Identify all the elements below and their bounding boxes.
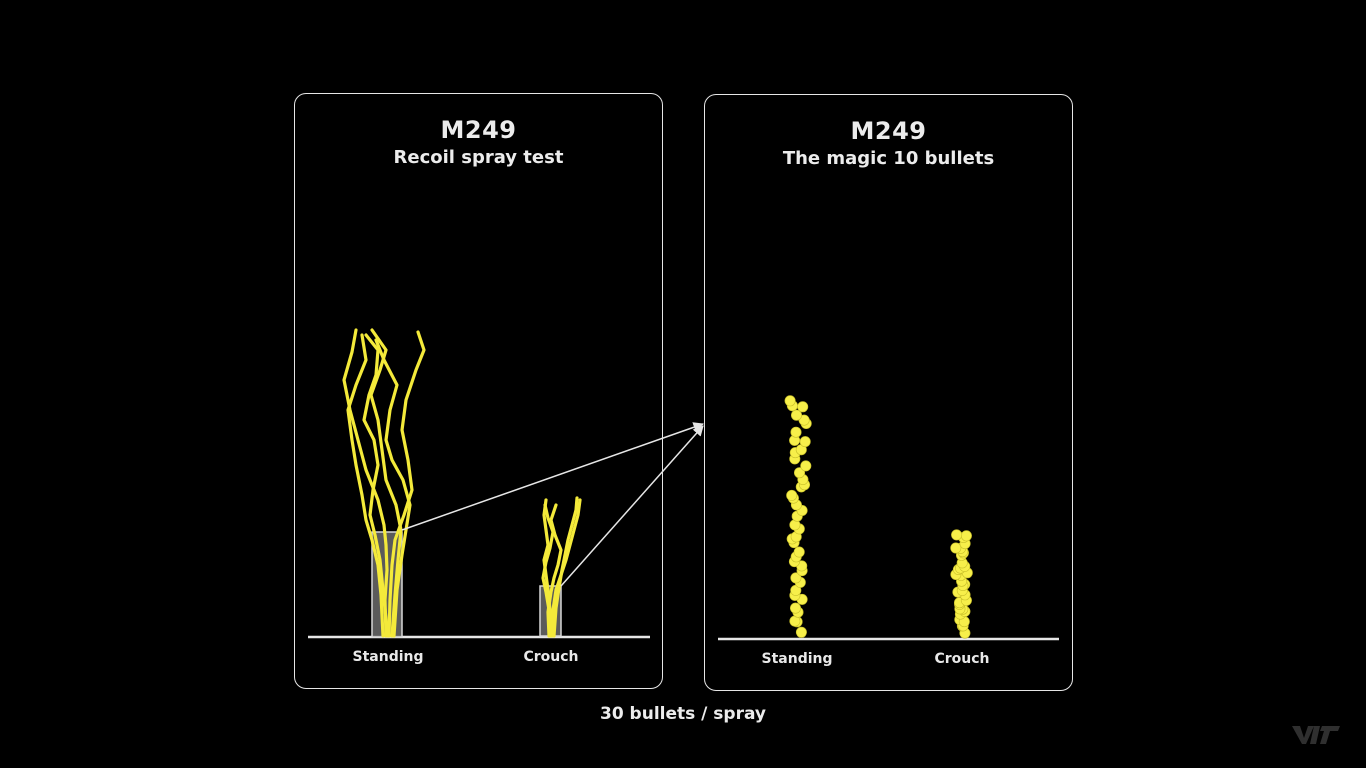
standing-bullet-dots [784, 395, 812, 638]
crouch-trace [550, 498, 582, 638]
bullet-dot [793, 546, 805, 558]
bullet-dot [790, 409, 802, 421]
right-category-crouch: Crouch [934, 651, 990, 667]
left-subtitle: Recoil spray test [393, 147, 564, 168]
bullet-dot [790, 426, 802, 438]
arrow-icon [560, 425, 704, 587]
standing-trace [369, 328, 403, 638]
left-weapon-title: M249 [440, 116, 517, 144]
bullet-dot [800, 460, 812, 472]
left-category-crouch: Crouch [523, 649, 579, 665]
standing-trace [342, 328, 389, 638]
crouch-bullet-dots [950, 529, 973, 639]
right-weapon-title: M249 [850, 117, 927, 145]
arrow-icon [401, 422, 704, 531]
standing-trace [387, 330, 426, 638]
bullets-per-spray-caption: 30 bullets / spray [599, 704, 767, 724]
crouch-spray-traces [541, 496, 582, 638]
bullet-dot [950, 542, 962, 554]
right-category-standing: Standing [761, 651, 833, 667]
standing-trace [362, 333, 390, 638]
magic-bullets-panel: M249 The magic 10 bullets [704, 94, 1073, 691]
standing-trace [374, 338, 412, 638]
logo-watermark [1292, 726, 1340, 744]
bullet-dot [790, 572, 802, 584]
right-subtitle: The magic 10 bullets [782, 148, 995, 169]
bullet-dot [786, 489, 798, 501]
standing-trace [346, 333, 385, 638]
bullet-dot [951, 529, 963, 541]
bullet-dot [784, 395, 796, 407]
crouch-trace [541, 503, 555, 638]
bullet-dot [795, 626, 807, 638]
bullet-dot [793, 467, 805, 479]
recoil-spray-panel: M249 Recoil spray test [294, 93, 663, 689]
left-category-standing: Standing [352, 649, 424, 665]
bullet-dot [960, 530, 972, 542]
standing-spray-traces [342, 328, 426, 638]
bullet-dot [799, 436, 811, 448]
bullet-dot [789, 602, 801, 614]
crouch-trace [552, 496, 579, 638]
bullet-dot [797, 401, 809, 413]
